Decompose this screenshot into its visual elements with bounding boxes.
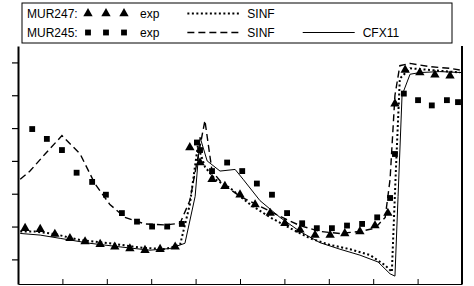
data-point [155,244,164,252]
y-tick-mark [12,161,18,162]
series-line [20,68,460,272]
y-tick-mark [12,194,18,195]
y-tick [12,227,18,228]
series-points [20,65,454,253]
data-point [284,210,290,216]
legend-marker [121,30,127,36]
data-point [59,147,65,153]
x-tick [329,279,330,284]
legend-label: SINF [247,26,274,40]
legend-box [22,3,452,43]
plot-frame [461,46,463,284]
data-point [344,223,350,229]
series-line [20,63,460,233]
y-tick [12,62,18,63]
x-tick-mark [107,279,108,284]
x-tick-mark [284,279,285,284]
legend-label: exp [140,7,160,21]
x-tick-mark [373,279,374,284]
data-point [269,192,275,198]
series-points [29,91,461,231]
data-point [359,221,365,227]
y-tick [12,194,18,195]
x-tick-mark [240,279,241,284]
x-axis-line [19,284,463,285]
data-point [329,225,335,231]
y-tick-mark [12,95,18,96]
plot-area [20,63,462,276]
y-tick [12,161,18,162]
data-point [455,99,461,105]
x-tick [18,279,19,284]
x-tick [196,279,197,284]
legend-label: exp [140,26,160,40]
data-point [392,151,398,157]
y-tick-mark [12,259,18,260]
legend-line [187,13,239,15]
x-tick-mark [62,279,63,284]
data-point [239,168,245,174]
data-point [429,103,435,109]
data-point [355,226,364,234]
data-point [44,136,50,142]
y-tick-mark [12,128,18,129]
y-axis-line [18,47,20,285]
data-point [299,220,305,226]
x-tick [373,279,374,284]
x-tick [62,279,63,284]
x-tick-mark [151,279,152,284]
x-tick-mark [418,279,419,284]
x-tick [418,279,419,284]
data-point [95,239,104,247]
x-tick [151,279,152,284]
legend-marker [119,8,128,16]
x-axis [19,279,463,285]
data-point [74,170,80,176]
legend-label: CFX11 [363,26,400,40]
series-line [20,72,462,277]
chart: MUR247: exp SINF MUR245: exp SINF CFX11 [0,0,474,286]
data-point [374,214,380,220]
y-tick [12,128,18,129]
legend-group-label: MUR247: [27,7,78,21]
legend-line [187,32,239,33]
x-tick-mark [329,279,330,284]
data-point [415,97,421,103]
y-tick-mark [12,62,18,63]
y-axis [12,47,19,285]
legend-line [303,32,355,33]
y-tick [12,259,18,260]
x-tick [107,279,108,284]
data-point [254,181,260,187]
legend-marker [85,30,91,36]
data-point [20,223,29,231]
data-point [444,97,450,103]
y-tick-mark [12,226,18,227]
data-point [89,179,95,185]
data-point [383,208,392,216]
x-tick [284,279,285,284]
data-point [29,126,35,132]
legend-group-label: MUR245: [27,26,78,40]
data-point [50,229,59,237]
data-point [224,160,230,166]
data-point [185,142,194,150]
y-tick [12,95,18,96]
legend-marker [83,8,92,16]
x-tick-mark [196,279,197,284]
legend-marker [101,8,110,16]
x-tick [240,279,241,284]
legend-marker [103,30,109,36]
x-tick-mark [18,279,19,284]
legend-label: SINF [247,7,274,21]
data-point [36,224,45,232]
data-point [207,174,216,182]
legend: MUR247: exp SINF MUR245: exp SINF CFX11 [22,3,452,43]
